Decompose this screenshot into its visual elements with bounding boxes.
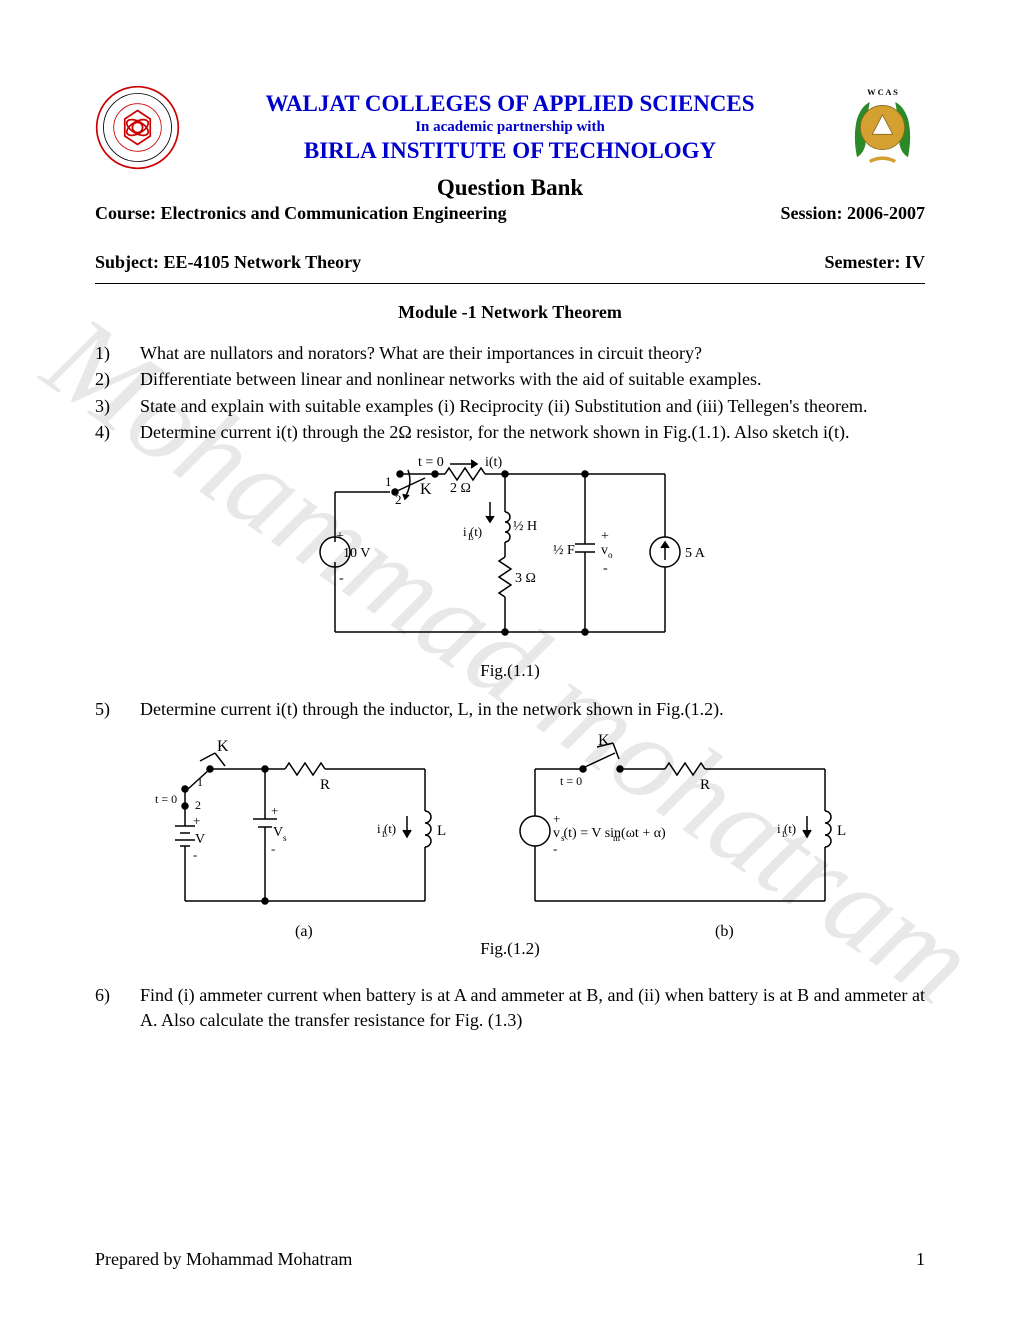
fig11-caption: Fig.(1.1) <box>95 661 925 681</box>
fig12a-L: L <box>437 823 446 839</box>
fig12b-iLsub: L <box>782 830 787 839</box>
fig11-iLsub: L <box>468 532 474 542</box>
question-3: 3) State and explain with suitable examp… <box>95 394 925 418</box>
fig11-r2: 3 Ω <box>515 571 536 586</box>
q5-text: Determine current i(t) through the induc… <box>140 697 925 721</box>
fig12b-vssub2: m <box>613 833 620 843</box>
fig12a-minus2: - <box>271 841 275 856</box>
fig11-cap: ½ F <box>553 543 575 558</box>
institute-title: BIRLA INSTITUTE OF TECHNOLOGY <box>180 138 840 164</box>
fig11-vs: 10 V <box>343 546 370 561</box>
fig12a-Vs: V <box>273 825 283 840</box>
fig12a-iLsub: L <box>382 830 387 839</box>
fig12a-plus2: + <box>271 803 278 818</box>
q6-text: Find (i) ammeter current when battery is… <box>140 983 925 1032</box>
fig11-r1: 2 Ω <box>450 481 471 496</box>
fig11-k: K <box>420 481 432 498</box>
fig12b-vssub1: s <box>561 833 565 843</box>
figure-1-2a: K 1 t = 0 2 R + V - + V s - i (t) L L (a… <box>155 731 465 941</box>
fig11-ind: ½ H <box>513 519 537 534</box>
partnership-text: In academic partnership with <box>180 119 840 136</box>
q1-text: What are nullators and norators? What ar… <box>140 341 925 365</box>
fig12a-R: R <box>320 777 330 793</box>
q2-text: Differentiate between linear and nonline… <box>140 367 925 391</box>
header-row: WALJAT COLLEGES OF APPLIED SCIENCES In a… <box>95 85 925 170</box>
logo-left <box>95 85 180 170</box>
fig12a-t0: t = 0 <box>155 792 177 806</box>
fig12b-label: (b) <box>715 923 734 940</box>
course-label: Course: Electronics and Communication En… <box>95 203 507 224</box>
fig12a-K: K <box>217 738 229 755</box>
fig12b-plus: + <box>553 811 560 826</box>
fig11-minus2: - <box>603 561 608 576</box>
q1-num: 1) <box>95 341 140 365</box>
fig11-sw2: 2 <box>395 492 402 507</box>
divider-line <box>95 283 925 284</box>
header-center: WALJAT COLLEGES OF APPLIED SCIENCES In a… <box>180 91 840 164</box>
fig12a-plus1: + <box>193 813 200 828</box>
q3-num: 3) <box>95 394 140 418</box>
q2-num: 2) <box>95 367 140 391</box>
page-footer: Prepared by Mohammad Mohatram 1 <box>95 1249 925 1270</box>
fig11-plus1: + <box>336 529 344 544</box>
figure-1-1: t = 0 i(t) 1 2 K 2 Ω + - 10 V i (t) L ½ … <box>95 452 925 681</box>
fig11-it: i(t) <box>485 455 502 470</box>
fig12b-minus: - <box>553 841 557 856</box>
fig12b-vseq: v (t) = V sin(ωt + α) <box>553 826 666 841</box>
fig12a-label: (a) <box>295 923 313 940</box>
question-2: 2) Differentiate between linear and nonl… <box>95 367 925 391</box>
fig11-minus1: - <box>339 571 344 586</box>
question-6: 6) Find (i) ammeter current when battery… <box>95 983 925 1032</box>
fig11-sw1: 1 <box>385 474 392 489</box>
figure-1-2b: K t = 0 R + v (t) = V sin(ωt + α) s m - … <box>505 731 865 941</box>
college-title: WALJAT COLLEGES OF APPLIED SCIENCES <box>180 91 840 117</box>
fig12-caption: Fig.(1.2) <box>95 939 925 959</box>
q5-num: 5) <box>95 697 140 721</box>
semester-label: Semester: IV <box>825 252 925 273</box>
q3-text: State and explain with suitable examples… <box>140 394 925 418</box>
module-title: Module -1 Network Theorem <box>95 302 925 323</box>
subject-semester-row: Subject: EE-4105 Network Theory Semester… <box>95 252 925 273</box>
fig12a-Vssub: s <box>283 833 287 843</box>
fig11-vo: v <box>601 543 608 558</box>
question-4: 4) Determine current i(t) through the 2Ω… <box>95 420 925 444</box>
course-session-row: Course: Electronics and Communication En… <box>95 203 925 224</box>
logo-right: W C A S <box>840 85 925 170</box>
question-5: 5) Determine current i(t) through the in… <box>95 697 925 721</box>
fig12a-V: V <box>195 832 205 847</box>
footer-page: 1 <box>916 1249 925 1270</box>
figure-1-2-row: K 1 t = 0 2 R + V - + V s - i (t) L L (a… <box>95 731 925 941</box>
q6-num: 6) <box>95 983 140 1032</box>
fig12b-R: R <box>700 777 710 793</box>
footer-prepared: Prepared by Mohammad Mohatram <box>95 1249 352 1270</box>
fig11-vosub: o <box>608 550 613 560</box>
question-bank-title: Question Bank <box>95 175 925 201</box>
fig11-plus2: + <box>601 529 609 544</box>
fig12b-t0: t = 0 <box>560 774 582 788</box>
q4-num: 4) <box>95 420 140 444</box>
fig11-t0: t = 0 <box>418 455 444 470</box>
fig12b-K: K <box>598 732 610 749</box>
fig11-cs: 5 A <box>685 546 706 561</box>
subject-label: Subject: EE-4105 Network Theory <box>95 252 361 273</box>
fig12a-sw2: 2 <box>195 798 201 812</box>
question-1: 1) What are nullators and norators? What… <box>95 341 925 365</box>
fig12a-minus1: - <box>193 847 197 862</box>
fig12a-sw1: 1 <box>197 775 203 789</box>
fig12b-L: L <box>837 823 846 839</box>
q4-text: Determine current i(t) through the 2Ω re… <box>140 420 925 444</box>
svg-text:W C A S: W C A S <box>867 87 898 97</box>
session-label: Session: 2006-2007 <box>780 203 925 224</box>
